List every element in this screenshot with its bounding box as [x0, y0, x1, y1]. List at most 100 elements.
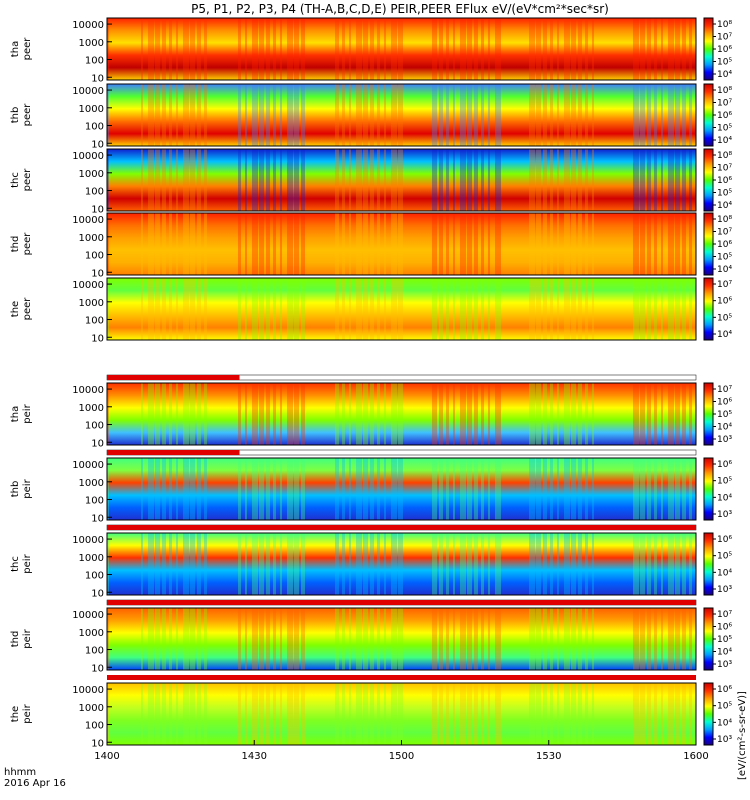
panel-frame — [106, 277, 697, 341]
panel-label-probe: the — [10, 301, 21, 317]
colorbar-tick-label: 10⁸ — [717, 151, 732, 161]
colorbar-tick-label: 10³ — [717, 435, 732, 445]
colorbar-tick-label: 10⁷ — [717, 228, 732, 238]
y-tick-label: 1000 — [79, 553, 104, 564]
x-axis-label-hhmm: hhmm — [4, 767, 36, 778]
y-tick-label: 100 — [85, 421, 104, 432]
colorbar-tick-label: 10⁶ — [717, 176, 732, 186]
spectrogram-panel: 10 100 1000 10000 thd peir 10³ 10⁴ 10⁵ 10⁶ 10⁷ — [10, 599, 732, 674]
y-tick-label: 1000 — [79, 233, 104, 244]
y-tick-label: 100 — [85, 496, 104, 507]
panel-frame — [106, 607, 697, 671]
panel-label-product: peer — [22, 297, 33, 321]
spectrogram-texture — [107, 149, 692, 211]
colorbar-tick-label: 10³ — [717, 735, 732, 745]
spectrogram-panel: 10 100 1000 10000 the peer 10⁴ 10⁵ 10⁶ 10⁷ — [10, 277, 732, 344]
panel-label-probe: tha — [10, 406, 21, 422]
spectrogram-texture — [107, 213, 692, 275]
spectrogram-image — [107, 149, 696, 211]
colorbar-tick-label: 10⁶ — [717, 111, 732, 121]
colorbar-tick-label: 10⁴ — [717, 423, 732, 433]
panel-frame — [106, 83, 697, 147]
panel-label-probe: thb — [10, 481, 21, 498]
spectrogram-texture — [107, 278, 692, 340]
colorbar — [703, 148, 714, 212]
spectrogram-texture — [107, 84, 692, 146]
panel-frame — [106, 382, 697, 446]
panel-frame — [106, 17, 697, 81]
colorbar-tick-label: 10⁴ — [717, 568, 732, 578]
y-tick-label: 1000 — [79, 628, 104, 639]
y-tick-label: 10000 — [72, 20, 104, 31]
colorbar-units: [eV/(cm²-s-sr-eV)] — [737, 691, 748, 780]
x-tick-label: 1500 — [389, 751, 414, 762]
panel-label-product: peer — [22, 232, 33, 256]
colorbar — [703, 457, 714, 521]
y-tick-label: 10 — [91, 513, 104, 524]
colorbar-tick-label: 10⁴ — [717, 70, 732, 80]
y-tick-label: 100 — [85, 122, 104, 133]
colorbar-tick-label: 10⁸ — [717, 20, 732, 30]
panel-label-product: peer — [22, 37, 33, 61]
y-tick-label: 100 — [85, 251, 104, 262]
y-tick-label: 100 — [85, 187, 104, 198]
spectrogram-panel: 10 100 1000 10000 thc peir 10³ 10⁴ 10⁵ 10⁶ — [10, 524, 732, 599]
spectrogram-panel: 10 100 1000 10000 the peir 10³ 10⁴ 10⁵ 10⁶ — [10, 682, 732, 749]
colorbar-tick-label: 10⁴ — [717, 201, 732, 211]
colorbar — [703, 532, 714, 596]
spectrogram-image — [107, 458, 696, 520]
flag-bar — [107, 375, 240, 380]
panel-label-probe: thc — [10, 172, 21, 188]
colorbar-tick-label: 10⁷ — [717, 385, 732, 395]
panel-frame — [106, 457, 697, 521]
x-tick-label: 1400 — [94, 751, 119, 762]
figure-title: P5, P1, P2, P3, P4 (TH-A,B,C,D,E) PEIR,P… — [191, 2, 609, 16]
y-tick-label: 1000 — [79, 478, 104, 489]
y-tick-label: 10 — [91, 663, 104, 674]
colorbar — [703, 83, 714, 147]
colorbar-tick-label: 10⁶ — [717, 45, 732, 55]
y-tick-label: 1000 — [79, 169, 104, 180]
colorbar-tick-label: 10⁵ — [717, 635, 732, 645]
spectrogram-image — [107, 18, 696, 80]
spectrogram-panel: 10 100 1000 10000 thb peer 10⁴ 10⁵ 10⁶ 10⁷ 10⁸ — [10, 83, 732, 150]
colorbar — [703, 382, 714, 446]
colorbar-tick-label: 10⁶ — [717, 685, 732, 695]
y-tick-label: 100 — [85, 316, 104, 327]
spectrogram-texture — [107, 608, 692, 670]
x-tick-label: 1430 — [242, 751, 267, 762]
y-tick-label: 10000 — [72, 385, 104, 396]
y-tick-label: 10000 — [72, 151, 104, 162]
panel-frame — [106, 532, 697, 596]
flag-bar — [107, 675, 696, 680]
colorbar-tick-label: 10⁶ — [717, 460, 732, 470]
spectrogram-panel: 10 100 1000 10000 thc peer 10⁴ 10⁵ 10⁶ 10⁷ 10⁸ — [10, 148, 732, 215]
spectrogram-texture — [107, 18, 692, 80]
y-tick-label: 10000 — [72, 610, 104, 621]
colorbar — [703, 212, 714, 276]
y-tick-label: 100 — [85, 56, 104, 67]
colorbar-tick-label: 10⁴ — [717, 718, 732, 728]
panel-label-product: peir — [22, 478, 33, 498]
panel-label-product: peir — [22, 703, 33, 723]
colorbar-tick-label: 10⁴ — [717, 648, 732, 658]
y-tick-label: 1000 — [79, 703, 104, 714]
panel-label-product: peer — [22, 103, 33, 127]
y-tick-label: 10 — [91, 268, 104, 279]
spectrogram-image — [107, 213, 696, 275]
colorbar-tick-label: 10⁶ — [717, 297, 732, 307]
spectrogram-texture — [107, 533, 692, 595]
y-tick-label: 100 — [85, 646, 104, 657]
y-tick-label: 10000 — [72, 685, 104, 696]
colorbar-tick-label: 10⁴ — [717, 265, 732, 275]
panel-label-probe: thc — [10, 556, 21, 572]
x-tick-label: 1600 — [683, 751, 708, 762]
spectrogram-image — [107, 278, 696, 340]
y-tick-label: 10 — [91, 204, 104, 215]
colorbar-tick-label: 10⁵ — [717, 253, 732, 263]
spectrogram-panel: 10 100 1000 10000 thd peer 10⁴ 10⁵ 10⁶ 10⁷ 10⁸ — [10, 212, 732, 279]
colorbar-tick-label: 10⁵ — [717, 58, 732, 68]
y-tick-label: 10 — [91, 73, 104, 84]
colorbar-tick-label: 10⁶ — [717, 398, 732, 408]
